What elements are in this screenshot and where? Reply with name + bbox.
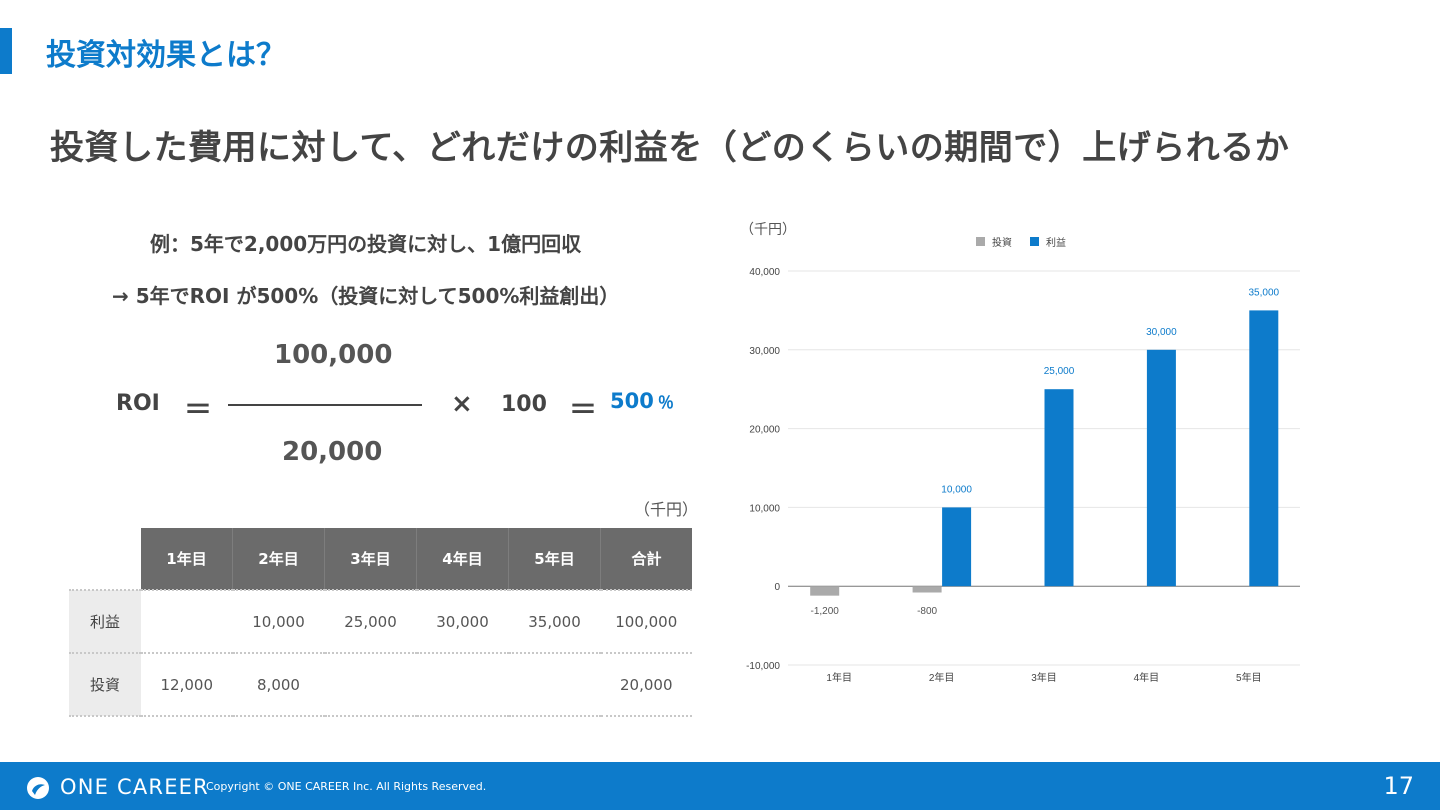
table-cell: 100,000 [600, 589, 692, 654]
data-label: -1,200 [811, 606, 840, 617]
data-label: 25,000 [1044, 366, 1075, 377]
table-cell [416, 653, 509, 717]
table-cell: 20,000 [600, 653, 692, 717]
table-cell: 12,000 [141, 653, 233, 717]
row-label-profit: 利益 [69, 589, 141, 654]
table-header-total: 合計 [600, 528, 692, 590]
table-corner-cell [69, 528, 141, 590]
data-label: -800 [917, 606, 937, 617]
fraction-numerator: 100,000 [274, 340, 393, 370]
section-title: 投資対効果とは？ [46, 38, 286, 73]
copyright-text: Copyright © ONE CAREER Inc. All Rights R… [206, 780, 487, 793]
y-tick-label: 30,000 [749, 346, 780, 357]
fraction-line [228, 404, 422, 406]
y-tick-label: 40,000 [749, 267, 780, 278]
page-number: 17 [1383, 772, 1414, 800]
data-label: 35,000 [1249, 287, 1280, 298]
equals-sign: ＝ [184, 393, 213, 426]
x-tick-label: 2年目 [929, 671, 955, 684]
bar-investment [912, 586, 942, 593]
table-header-year1: 1年目 [141, 528, 233, 590]
row-label-investment: 投資 [69, 653, 141, 717]
legend-swatch-2 [1030, 237, 1039, 246]
x-tick-label: 5年目 [1236, 671, 1262, 684]
table-unit-label: （千円） [634, 500, 699, 519]
chart-unit-label: （千円） [740, 221, 796, 237]
table-header-year3: 3年目 [324, 528, 417, 590]
y-tick-label: 10,000 [749, 503, 780, 514]
table-header-year2: 2年目 [232, 528, 325, 590]
y-tick-label: 20,000 [749, 425, 780, 436]
table-row-investment: 投資 12,000 8,000 20,000 [69, 653, 692, 717]
table-cell [324, 653, 417, 717]
table-cell: 35,000 [508, 589, 601, 654]
multiplier-value: 100 [501, 392, 547, 417]
one-career-logo-icon [27, 777, 49, 799]
footer-bar: ONE CAREER Copyright © ONE CAREER Inc. A… [0, 762, 1440, 810]
roi-result-value: 500 [610, 389, 654, 413]
table-header-year4: 4年目 [416, 528, 509, 590]
roi-table: 1年目 2年目 3年目 4年目 5年目 合計 利益 10,000 25,000 … [69, 528, 692, 717]
bar-profit [1249, 310, 1279, 587]
table-cell: 25,000 [324, 589, 417, 654]
table-header-year5: 5年目 [508, 528, 601, 590]
bar-investment [810, 586, 840, 596]
x-tick-label: 1年目 [826, 671, 852, 684]
bar-profit [1146, 349, 1176, 587]
slide-headline: 投資した費用に対して、どれだけの利益を（どのくらいの期間で）上げられるか [50, 128, 1290, 168]
table-cell [141, 589, 233, 654]
y-tick-label: 0 [774, 582, 780, 593]
chart-container: （千円） 投資 利益 -10,000 0 10,000 20,000 30,000 40,000… [730, 210, 1320, 700]
table-header-row: 1年目 2年目 3年目 4年目 5年目 合計 [69, 528, 692, 590]
y-tick-label: -10,000 [746, 661, 780, 672]
equals-sign-result: ＝ [569, 393, 598, 426]
x-tick-label: 4年目 [1134, 671, 1160, 684]
table-row-profit: 利益 10,000 25,000 30,000 35,000 100,000 [69, 589, 692, 654]
legend-label-1: 投資 [992, 236, 1012, 249]
roi-bar-chart: （千円） 投資 利益 -10,000 0 10,000 20,000 30,000 40,000… [740, 221, 1300, 684]
table-cell [508, 653, 601, 717]
legend-label-2: 利益 [1046, 236, 1066, 249]
table-cell: 30,000 [416, 589, 509, 654]
example-text: 例：5年で2,000万円の投資に対し、1億円回収 [150, 232, 582, 256]
data-label: 10,000 [941, 484, 972, 495]
roi-result: 500 ％ [610, 389, 674, 413]
x-tick-label: 3年目 [1031, 671, 1057, 684]
multiply-sign: × [451, 389, 473, 419]
roi-result-unit: ％ [657, 393, 674, 412]
brand-logo-text: ONE CAREER [60, 775, 209, 799]
table-cell: 8,000 [232, 653, 325, 717]
table-cell: 10,000 [232, 589, 325, 654]
fraction-denominator: 20,000 [282, 437, 383, 467]
data-label: 30,000 [1146, 327, 1177, 338]
conclusion-text: → 5年でROI が500%（投資に対して500%利益創出） [112, 284, 620, 308]
bar-profit [1044, 389, 1074, 587]
bar-profit [942, 507, 972, 587]
legend-swatch-1 [976, 237, 985, 246]
section-accent-bar [0, 28, 12, 74]
roi-label: ROI [116, 391, 160, 416]
